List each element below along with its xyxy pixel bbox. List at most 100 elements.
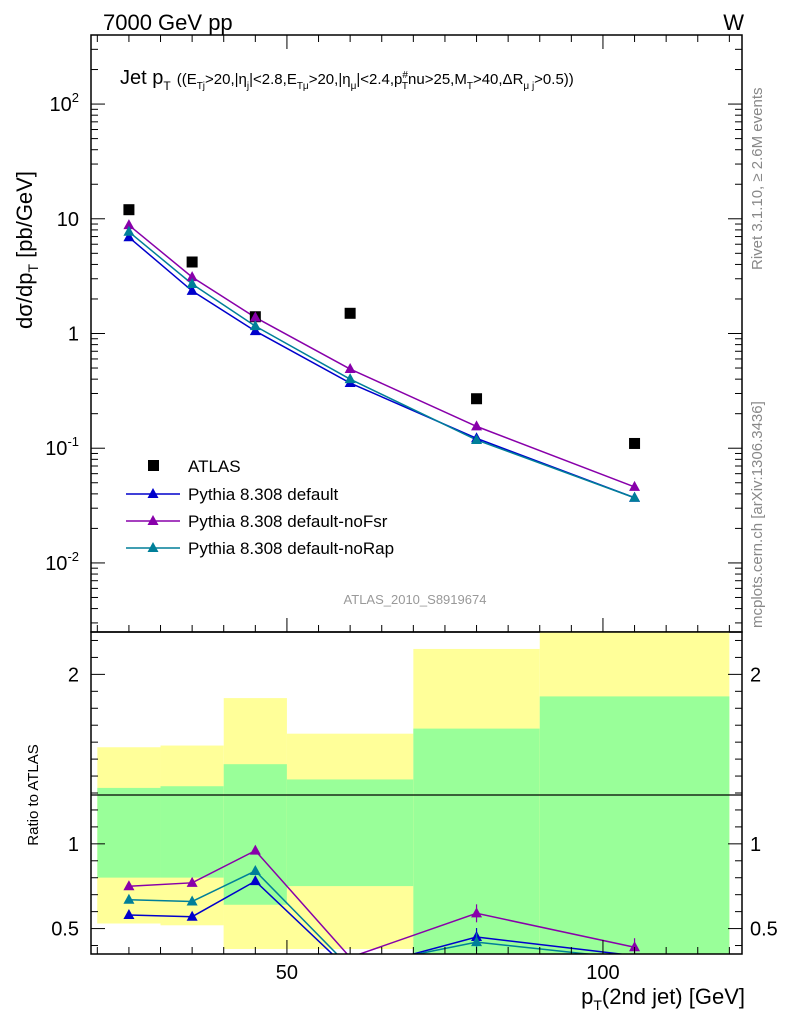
ratio-point-pythia-8-308-default-norap bbox=[471, 936, 483, 947]
header-right: W bbox=[723, 10, 744, 35]
ratio-point-pythia-8-308-default-nofsr bbox=[471, 907, 483, 918]
x-axis-label: pT(2nd jet) [GeV] bbox=[581, 984, 745, 1013]
ratio-band-green bbox=[97, 787, 161, 878]
xlabel-rest: (2nd jet) [GeV] bbox=[602, 984, 745, 1009]
point-pythia-8-308-default-norap bbox=[344, 373, 356, 384]
title-sup-hash: # bbox=[402, 70, 408, 81]
ratio-axis-ticks: 0.5 0.5 1 1 2 2 50 100 bbox=[51, 639, 778, 984]
ylabel-dsigma: dσ/dp bbox=[12, 273, 37, 329]
legend-marker-pythia-8-308-default-norap bbox=[147, 542, 159, 552]
title-cuts-c: >20,|η bbox=[309, 71, 351, 88]
point-pythia-8-308-default-nofsr bbox=[186, 271, 198, 282]
main-y-tick-label: 10-2 bbox=[45, 549, 79, 575]
x-tick-label: 100 bbox=[586, 962, 619, 984]
point-pythia-8-308-default-nofsr bbox=[123, 219, 135, 230]
title-sub-tmu: Tμ bbox=[297, 81, 309, 92]
main-series-markers bbox=[123, 204, 641, 502]
title-cuts-g: >0.5)) bbox=[534, 71, 574, 88]
point-pythia-8-308-default-nofsr bbox=[629, 480, 641, 491]
line-pythia-8-308-default bbox=[128, 236, 635, 499]
legend: ATLAS Pythia 8.308 default Pythia 8.308 de… bbox=[126, 457, 394, 558]
mcplots-label: mcplots.cern.ch [arXiv:1306.3436] bbox=[749, 401, 766, 628]
header-left: 7000 GeV pp bbox=[103, 10, 233, 35]
point-pythia-8-308-default-norap bbox=[123, 225, 135, 236]
point-pythia-8-308-default-nofsr bbox=[344, 363, 356, 374]
title-sub-tj: Tj bbox=[197, 81, 205, 92]
ratio-point-pythia-8-308-default bbox=[249, 875, 261, 886]
title-sub-mu: μ bbox=[351, 81, 357, 92]
ratio-y-tick-label-right: 2 bbox=[750, 664, 761, 686]
title-cuts: ((E bbox=[177, 71, 197, 88]
title-sub-muj: μ j bbox=[523, 81, 534, 92]
point-pythia-8-308-default-nofsr bbox=[249, 311, 261, 322]
x-tick-label: 50 bbox=[276, 962, 298, 984]
legend-marker-pythia-8-308-default-nofsr bbox=[147, 515, 159, 525]
title-cuts-d: |<2.4,p bbox=[356, 71, 402, 88]
ratio-band-yellow-lower bbox=[286, 886, 414, 949]
ratio-line-pythia-8-308-default-nofsr bbox=[128, 849, 635, 954]
title-cuts-e: nu>25,M bbox=[408, 71, 467, 88]
title-jet: Jet p bbox=[120, 67, 163, 89]
ratio-point-pythia-8-308-default bbox=[123, 909, 135, 920]
title-cuts-f: >40,ΔR bbox=[473, 71, 524, 88]
title-cuts-b: |<2.8,E bbox=[249, 71, 297, 88]
title-cuts-a: >20,|η bbox=[205, 71, 247, 88]
title-sub-t3: T bbox=[467, 81, 473, 92]
point-atlas bbox=[344, 307, 356, 319]
point-pythia-8-308-default bbox=[186, 284, 198, 295]
main-y-tick-label: 1 bbox=[68, 324, 79, 346]
xlabel-p: p bbox=[581, 984, 593, 1009]
ratio-y-tick-label-left: 1 bbox=[68, 834, 79, 856]
ratio-y-tick-label-left: 0.5 bbox=[51, 919, 79, 941]
plot-title: Jet pT ((ETj>20,|ηj|<2.8,ETμ>20,|ημ|<2.4,… bbox=[120, 67, 574, 93]
ratio-point-pythia-8-308-default-norap bbox=[186, 895, 198, 906]
point-atlas bbox=[123, 204, 135, 216]
ratio-point-pythia-8-308-default-norap bbox=[249, 864, 261, 875]
main-series-lines bbox=[128, 224, 635, 499]
ratio-series-markers bbox=[123, 844, 641, 954]
ylabel-units: [pb/GeV] bbox=[12, 171, 37, 264]
ratio-y-tick-label-left: 2 bbox=[68, 664, 79, 686]
ratio-point-pythia-8-308-default bbox=[186, 910, 198, 921]
legend-label-pythia-8-308-default: Pythia 8.308 default bbox=[188, 485, 339, 504]
tick-exponent: -1 bbox=[67, 434, 79, 449]
ratio-uncertainty-bands bbox=[97, 632, 730, 954]
ratio-point-pythia-8-308-default-nofsr bbox=[249, 844, 261, 855]
tick-base: 10 bbox=[45, 553, 67, 575]
ratio-band-yellow-lower bbox=[223, 904, 287, 949]
ratio-point-pythia-8-308-default-nofsr bbox=[629, 941, 641, 952]
main-y-tick-label: 10 bbox=[57, 209, 79, 231]
main-y-tick-label: 102 bbox=[50, 90, 79, 116]
title-sub-j: j bbox=[246, 81, 249, 92]
ratio-point-pythia-8-308-default-nofsr bbox=[123, 880, 135, 891]
point-pythia-8-308-default bbox=[123, 231, 135, 242]
main-y-tick-label: 10-1 bbox=[45, 434, 79, 460]
main-ylabel: dσ/dpT [pb/GeV] bbox=[12, 171, 41, 329]
rivet-label: Rivet 3.1.10, ≥ 2.6M events bbox=[749, 88, 766, 271]
ratio-plot-panel: 0.5 0.5 1 1 2 2 50 100 bbox=[51, 631, 778, 984]
point-atlas bbox=[471, 393, 483, 405]
title-sub-t: T bbox=[163, 79, 171, 93]
line-pythia-8-308-default-norap bbox=[128, 231, 635, 499]
point-atlas bbox=[186, 256, 198, 268]
line-pythia-8-308-default-nofsr bbox=[128, 224, 635, 488]
tick-exponent: -2 bbox=[67, 549, 79, 564]
legend-marker-atlas bbox=[148, 460, 159, 471]
tick-base: 10 bbox=[50, 94, 72, 116]
ratio-band-green bbox=[539, 696, 730, 954]
tick-exponent: 2 bbox=[72, 90, 79, 105]
legend-label-atlas: ATLAS bbox=[188, 457, 241, 476]
ratio-ylabel: Ratio to ATLAS bbox=[25, 744, 42, 845]
ratio-band-green bbox=[160, 786, 224, 878]
analysis-id: ATLAS_2010_S8919674 bbox=[344, 592, 487, 607]
ylabel-sub-t: T bbox=[25, 264, 41, 273]
ratio-y-tick-label-right: 1 bbox=[750, 834, 761, 856]
ratio-y-tick-label-right: 0.5 bbox=[750, 919, 778, 941]
tick-base: 10 bbox=[45, 438, 67, 460]
legend-marker-pythia-8-308-default bbox=[147, 488, 159, 498]
ratio-point-pythia-8-308-default-nofsr bbox=[186, 876, 198, 887]
ratio-series-lines bbox=[128, 849, 635, 954]
point-pythia-8-308-default-norap bbox=[629, 491, 641, 502]
point-pythia-8-308-default-nofsr bbox=[471, 420, 483, 431]
